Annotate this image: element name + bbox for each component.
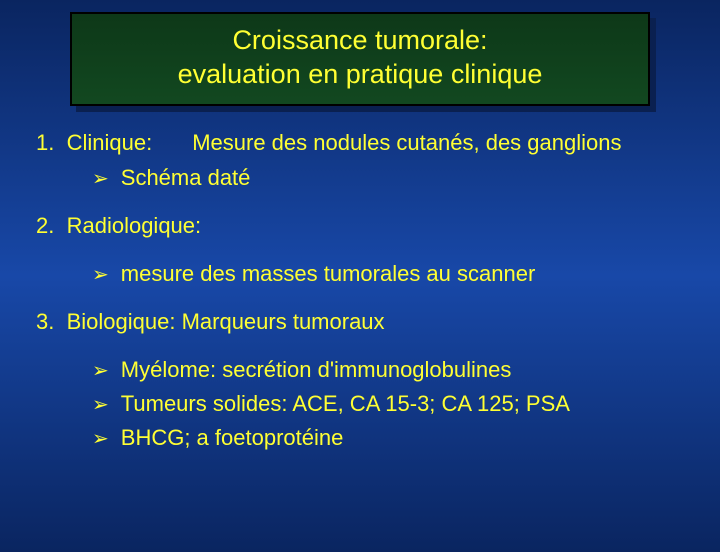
bullet-text: Schéma daté bbox=[121, 163, 251, 193]
item-3-heading: Biologique: Marqueurs tumoraux bbox=[67, 309, 385, 334]
bullet-text: Myélome: secrétion d'immunoglobulines bbox=[121, 355, 512, 385]
item-2-heading: Radiologique: bbox=[67, 213, 202, 238]
bullet-item: ➢ Tumeurs solides: ACE, CA 15-3; CA 125;… bbox=[92, 389, 688, 419]
arrow-icon: ➢ bbox=[92, 392, 109, 419]
item-1-bullets: ➢ Schéma daté bbox=[36, 163, 688, 193]
item-2-number: 2. bbox=[36, 213, 54, 238]
arrow-icon: ➢ bbox=[92, 358, 109, 385]
bullet-item: ➢ BHCG; a foetoprotéine bbox=[92, 423, 688, 453]
bullet-text: mesure des masses tumorales au scanner bbox=[121, 259, 536, 289]
title-line-1: Croissance tumorale: bbox=[92, 24, 628, 58]
title-front: Croissance tumorale: evaluation en prati… bbox=[70, 12, 650, 106]
item-3-bullets: ➢ Myélome: secrétion d'immunoglobulines … bbox=[36, 355, 688, 453]
bullet-item: ➢ Schéma daté bbox=[92, 163, 688, 193]
item-2-bullets: ➢ mesure des masses tumorales au scanner bbox=[36, 259, 688, 289]
title-box: Croissance tumorale: evaluation en prati… bbox=[70, 12, 650, 106]
slide-content: 1. Clinique: Mesure des nodules cutanés,… bbox=[0, 106, 720, 453]
arrow-icon: ➢ bbox=[92, 262, 109, 289]
item-1-number: 1. bbox=[36, 130, 54, 155]
arrow-icon: ➢ bbox=[92, 166, 109, 193]
bullet-text: Tumeurs solides: ACE, CA 15-3; CA 125; P… bbox=[121, 389, 570, 419]
bullet-text: BHCG; a foetoprotéine bbox=[121, 423, 344, 453]
bullet-item: ➢ mesure des masses tumorales au scanner bbox=[92, 259, 688, 289]
title-line-2: evaluation en pratique clinique bbox=[92, 58, 628, 92]
list-item-3: 3. Biologique: Marqueurs tumoraux bbox=[36, 307, 688, 337]
list-item-2: 2. Radiologique: bbox=[36, 211, 688, 241]
bullet-item: ➢ Myélome: secrétion d'immunoglobulines bbox=[92, 355, 688, 385]
item-1-label: 1. Clinique: bbox=[36, 128, 152, 158]
arrow-icon: ➢ bbox=[92, 426, 109, 453]
item-1-inline: Mesure des nodules cutanés, des ganglion… bbox=[192, 128, 621, 158]
item-1-heading: Clinique: bbox=[67, 130, 153, 155]
item-3-number: 3. bbox=[36, 309, 54, 334]
list-item-1: 1. Clinique: Mesure des nodules cutanés,… bbox=[36, 128, 688, 158]
